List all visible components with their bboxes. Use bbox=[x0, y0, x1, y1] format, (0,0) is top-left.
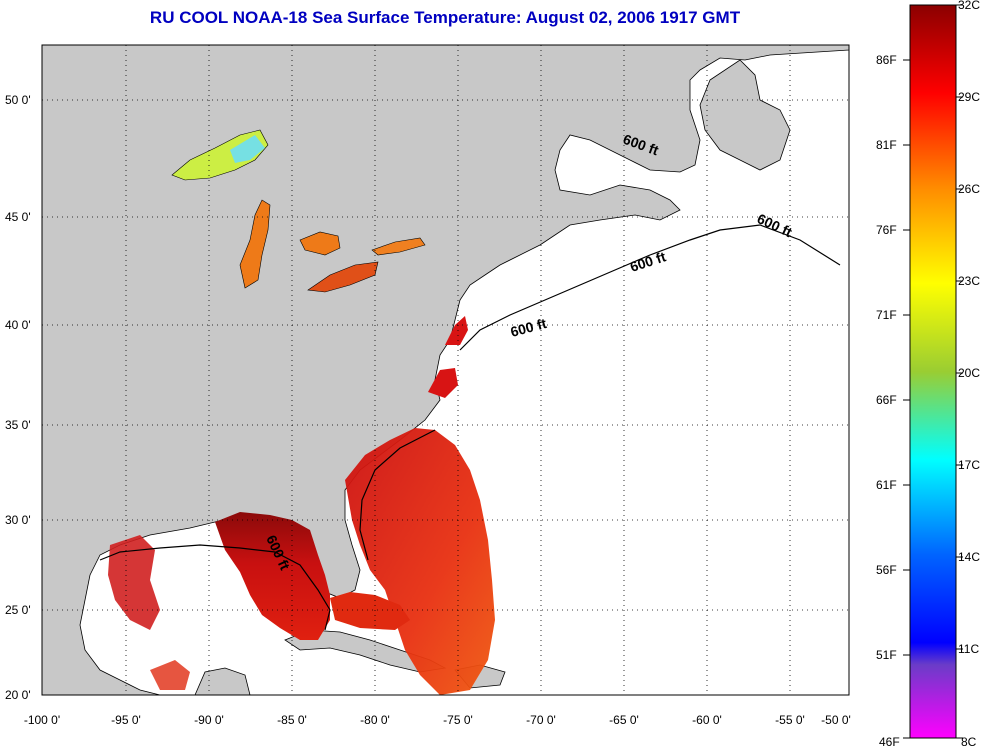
colorbar-fahrenheit-label: 56F bbox=[876, 563, 897, 577]
lon-tick-label: -50 0' bbox=[821, 713, 851, 727]
lat-tick-label: 50 0' bbox=[5, 93, 31, 107]
colorbar-celsius-label: 29C bbox=[958, 90, 980, 104]
colorbar-fahrenheit-label: 86F bbox=[876, 53, 897, 67]
lon-tick-label: -55 0' bbox=[775, 713, 805, 727]
colorbar-fahrenheit-label: 61F bbox=[876, 478, 897, 492]
colorbar-celsius-label: 14C bbox=[958, 550, 980, 564]
colorbar-fahrenheit-label: 46F bbox=[879, 735, 900, 749]
lat-tick-label: 40 0' bbox=[5, 318, 31, 332]
colorbar-fahrenheit-label: 66F bbox=[876, 393, 897, 407]
lat-tick-label: 25 0' bbox=[5, 603, 31, 617]
colorbar-celsius-label: 32C bbox=[958, 0, 980, 12]
lat-tick-label: 20 0' bbox=[5, 688, 31, 702]
colorbar-fahrenheit-label: 71F bbox=[876, 308, 897, 322]
temperature-colorbar bbox=[910, 5, 956, 738]
lon-tick-label: -90 0' bbox=[194, 713, 224, 727]
colorbar-celsius-label: 20C bbox=[958, 366, 980, 380]
colorbar-celsius-label: 26C bbox=[958, 182, 980, 196]
lat-tick-label: 30 0' bbox=[5, 513, 31, 527]
colorbar-fahrenheit-label: 51F bbox=[876, 648, 897, 662]
lon-tick-label: -70 0' bbox=[526, 713, 556, 727]
lat-tick-label: 45 0' bbox=[5, 210, 31, 224]
colorbar-celsius-label: 17C bbox=[958, 458, 980, 472]
sst-map: 600 ft 600 ft 600 ft 600 ft 600 ft 50 0'… bbox=[0, 0, 984, 754]
lon-tick-label: -85 0' bbox=[277, 713, 307, 727]
lon-tick-label: -65 0' bbox=[609, 713, 639, 727]
lon-tick-label: -80 0' bbox=[360, 713, 390, 727]
colorbar-celsius-label: 11C bbox=[958, 642, 979, 656]
colorbar-celsius-label: 8C bbox=[961, 735, 977, 749]
lon-tick-label: -100 0' bbox=[24, 713, 60, 727]
colorbar-fahrenheit-label: 81F bbox=[876, 138, 897, 152]
lat-tick-label: 35 0' bbox=[5, 418, 31, 432]
colorbar-fahrenheit-label: 76F bbox=[876, 223, 897, 237]
lon-tick-label: -60 0' bbox=[692, 713, 722, 727]
colorbar-celsius-label: 23C bbox=[958, 274, 980, 288]
lon-tick-label: -95 0' bbox=[111, 713, 141, 727]
lon-tick-label: -75 0' bbox=[443, 713, 473, 727]
